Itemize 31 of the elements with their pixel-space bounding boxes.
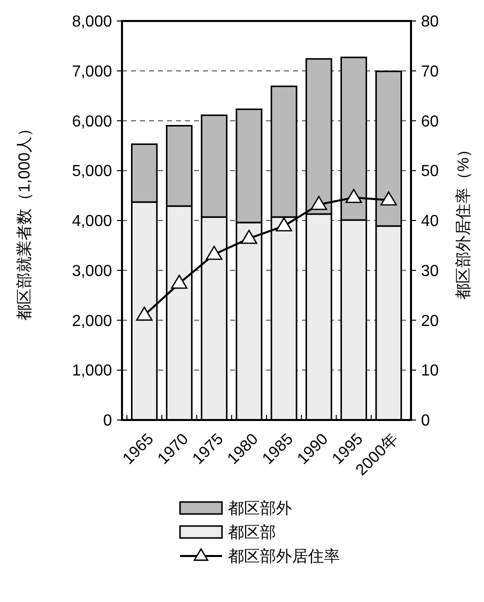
legend-label: 都区部外 (228, 500, 292, 518)
point (276, 217, 292, 232)
y-tick-label: 8,000 (72, 14, 112, 31)
y2-tick-label: 20 (421, 312, 439, 330)
y2-tick-label: 60 (421, 113, 439, 130)
legend-label: 都区部 (228, 524, 276, 542)
point (170, 274, 188, 289)
y-tick-label: 4,000 (72, 213, 112, 230)
y-tick-label: 7,000 (72, 63, 112, 80)
point (206, 246, 222, 260)
y-tick-label: 1,000 (72, 362, 112, 380)
y2-tick-label: 30 (421, 262, 439, 280)
y-tick-label: 5,000 (72, 163, 112, 180)
y-tick-label: 3,000 (72, 262, 112, 280)
y2-axis-title: 都区部外居住率（%） (454, 141, 473, 300)
point (310, 196, 328, 210)
y2-tick-label: 70 (421, 63, 439, 80)
y-tick-label: 2,000 (72, 312, 112, 330)
y2-tick-label: 80 (421, 14, 439, 31)
point (346, 188, 362, 204)
point (136, 306, 153, 321)
y2-tick-label: 40 (421, 213, 439, 230)
y2-tick-label: 10 (421, 362, 439, 380)
y-tick-label: 0 (103, 412, 112, 430)
y-tick-label: 6,000 (72, 113, 112, 130)
point (380, 191, 397, 206)
y2-tick-label: 0 (421, 412, 430, 430)
point (240, 230, 258, 244)
legend-label: 都区部外居住率 (228, 548, 340, 566)
y2-tick-label: 50 (421, 163, 439, 180)
y-axis-title: 都区部就業者数（1,000人） (16, 120, 34, 321)
